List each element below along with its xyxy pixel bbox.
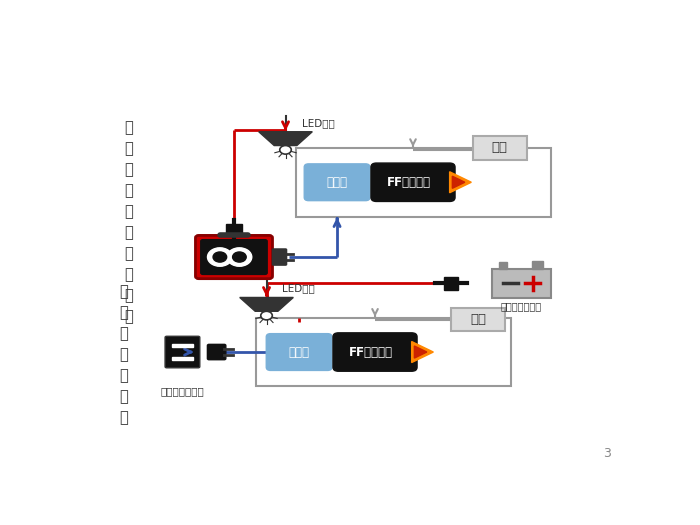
FancyBboxPatch shape bbox=[333, 333, 417, 371]
Text: 3: 3 bbox=[603, 447, 611, 460]
Circle shape bbox=[227, 248, 252, 266]
Polygon shape bbox=[414, 346, 427, 358]
Text: 源: 源 bbox=[124, 246, 132, 261]
Text: ポ: ポ bbox=[124, 120, 132, 135]
Text: タ: タ bbox=[124, 162, 132, 177]
Circle shape bbox=[261, 311, 272, 320]
Circle shape bbox=[213, 252, 227, 262]
Text: 燃料: 燃料 bbox=[470, 313, 486, 326]
FancyBboxPatch shape bbox=[371, 163, 455, 202]
Text: 電: 電 bbox=[124, 225, 132, 240]
Text: 使: 使 bbox=[120, 368, 128, 383]
Bar bbox=[492, 269, 551, 298]
Text: ブ: ブ bbox=[124, 183, 132, 198]
FancyBboxPatch shape bbox=[304, 164, 370, 201]
Polygon shape bbox=[452, 176, 465, 188]
Text: 変換器: 変換器 bbox=[326, 176, 347, 189]
Circle shape bbox=[207, 248, 232, 266]
Text: 時: 時 bbox=[120, 410, 128, 425]
Text: 燃料: 燃料 bbox=[492, 141, 508, 154]
Circle shape bbox=[232, 252, 246, 262]
Polygon shape bbox=[259, 132, 312, 145]
Polygon shape bbox=[449, 172, 471, 193]
Bar bbox=[226, 224, 242, 234]
Text: 使: 使 bbox=[124, 267, 132, 282]
Bar bbox=[473, 136, 527, 160]
Text: 用: 用 bbox=[124, 288, 132, 303]
Polygon shape bbox=[412, 342, 433, 363]
Bar bbox=[172, 344, 192, 348]
FancyBboxPatch shape bbox=[201, 240, 267, 275]
Circle shape bbox=[280, 145, 291, 154]
Text: 部: 部 bbox=[120, 305, 128, 320]
Bar bbox=[172, 356, 192, 360]
Text: 変換器: 変換器 bbox=[288, 345, 309, 359]
Text: ル: ル bbox=[124, 204, 132, 219]
FancyBboxPatch shape bbox=[165, 337, 199, 368]
Text: FFヒーター: FFヒーター bbox=[349, 345, 393, 359]
Text: 外: 外 bbox=[120, 284, 128, 299]
Text: 時: 時 bbox=[124, 309, 132, 324]
Text: 電: 電 bbox=[120, 326, 128, 341]
FancyBboxPatch shape bbox=[195, 235, 272, 279]
Bar bbox=[444, 277, 458, 290]
Text: LED照明: LED照明 bbox=[302, 119, 335, 129]
Text: 外部コンセント: 外部コンセント bbox=[160, 386, 204, 396]
Bar bbox=[451, 308, 505, 331]
FancyBboxPatch shape bbox=[207, 344, 226, 360]
Text: 用: 用 bbox=[120, 389, 128, 404]
Bar bbox=[296, 148, 552, 217]
Bar bbox=[256, 318, 511, 386]
Text: FFヒーター: FFヒーター bbox=[386, 176, 430, 189]
FancyBboxPatch shape bbox=[266, 334, 332, 371]
Text: 源: 源 bbox=[120, 347, 128, 362]
Bar bbox=[499, 262, 508, 269]
Polygon shape bbox=[239, 298, 293, 311]
Bar bbox=[532, 260, 542, 269]
FancyBboxPatch shape bbox=[272, 249, 286, 265]
Text: 車両バッテリー: 車両バッテリー bbox=[501, 301, 542, 311]
Text: LED照明: LED照明 bbox=[281, 284, 314, 293]
Text: ー: ー bbox=[124, 141, 132, 156]
